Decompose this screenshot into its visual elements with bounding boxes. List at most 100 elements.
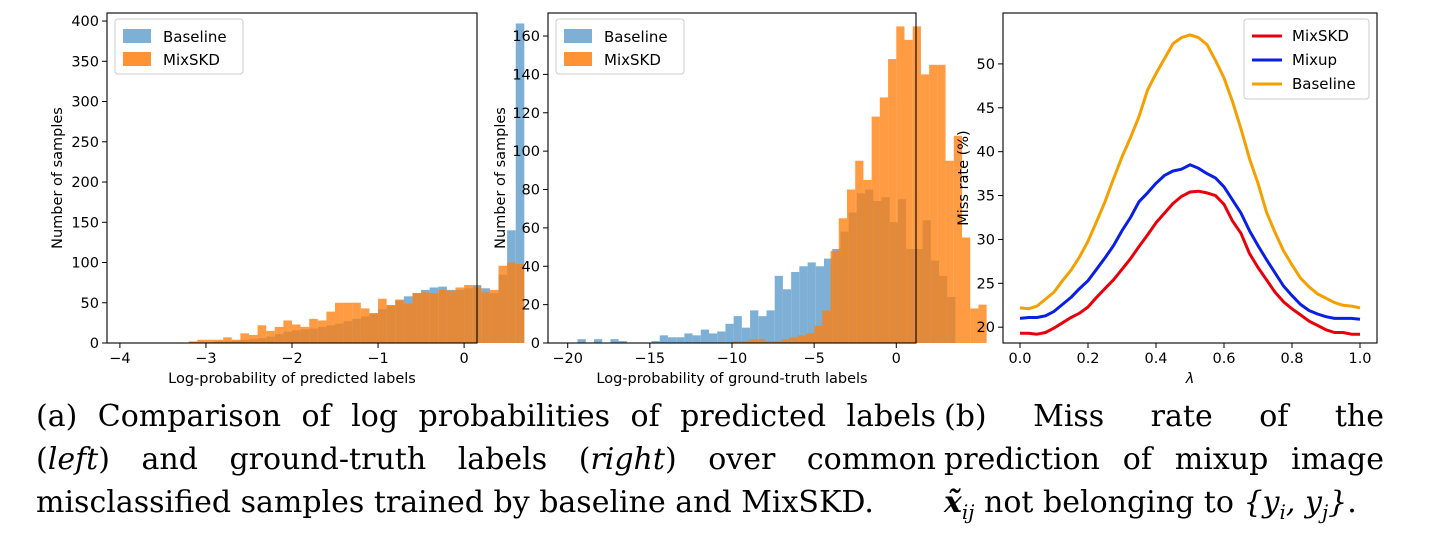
line-mixskd (1020, 189, 1360, 336)
bar (912, 26, 921, 343)
x-tick-label: −5 (803, 351, 824, 367)
bar (498, 265, 508, 343)
bar (489, 289, 499, 343)
caption-b-math-mixup-image: x̃ij (944, 485, 975, 524)
bar (684, 333, 693, 343)
caption-b-text-2: not belonging to (974, 485, 1244, 520)
bar (782, 289, 792, 343)
y-tick-label: 0 (531, 336, 540, 352)
y-tick-label: 400 (71, 14, 99, 30)
bar (429, 293, 439, 343)
bar (740, 341, 749, 343)
legend-swatch (564, 29, 592, 43)
bar (283, 320, 292, 343)
y-tick-label: 50 (81, 296, 99, 312)
bar (756, 339, 765, 343)
bar (446, 290, 456, 343)
y-tick-label: 160 (512, 29, 540, 45)
y-tick-label: 80 (522, 183, 540, 199)
bar (879, 97, 889, 343)
bar (945, 160, 954, 343)
bar (748, 339, 757, 343)
bar (676, 337, 685, 343)
bar (781, 339, 790, 343)
y-tick-label: 45 (977, 101, 995, 117)
bar (326, 311, 336, 343)
chart-miss-rate: 0.0 0.2 0.4 0.6 0.8 1.0 20 25 30 35 40 45 50 λ Miss ra… (956, 12, 1378, 387)
bar (717, 331, 726, 343)
bar (577, 339, 586, 343)
y-tick-label: 200 (71, 175, 99, 191)
bar (888, 59, 897, 344)
bar (395, 299, 404, 343)
legend-swatch (123, 52, 151, 66)
bar (317, 320, 327, 343)
caption-a-text-1: (a) Comparison of log probabilities of p… (36, 399, 936, 477)
caption-b: (b) Miss rate of the prediction of mixup… (944, 395, 1384, 534)
legend-label: Baseline (604, 28, 668, 46)
bar (610, 339, 619, 343)
bar (733, 316, 742, 343)
bar (797, 335, 806, 343)
bar (814, 325, 823, 343)
y-tick-label: 50 (977, 57, 995, 73)
caption-b-text-1: (b) Miss rate of the prediction of mixup… (944, 399, 1384, 477)
bar (266, 330, 275, 343)
legend: Baseline MixSKD (114, 18, 244, 75)
bar (904, 39, 913, 343)
x-tick-label: −4 (109, 351, 130, 367)
y-tick-label: 150 (71, 215, 99, 231)
bar (309, 318, 318, 343)
bar (822, 310, 831, 343)
bar (929, 64, 938, 344)
bar (455, 287, 465, 343)
bar (214, 339, 224, 343)
bar (515, 23, 525, 344)
bar (815, 266, 824, 343)
y-axis-label: Number of samples (50, 107, 66, 249)
y-tick-label: 0 (90, 336, 99, 352)
bar (830, 250, 839, 343)
bar (871, 116, 880, 344)
y-tick-label: 100 (71, 256, 99, 272)
series-mixskd (188, 262, 525, 343)
bar (863, 179, 872, 343)
bar (300, 326, 310, 343)
y-tick-label: 30 (977, 232, 995, 248)
x-tick-label: 1.0 (1348, 351, 1371, 367)
y-tick-label: 140 (512, 67, 540, 83)
legend-label: MixSKD (163, 51, 220, 69)
x-tick-label: 0.4 (1144, 351, 1167, 367)
legend-label: MixSKD (604, 51, 661, 69)
bar (197, 339, 206, 343)
chart-groundtruth-label-logprob: −20 −15 −10 −5 0 0 20 40 60 80 100 120 140 160 Log-pro… (493, 12, 987, 387)
x-axis-label: Log-probability of ground-truth labels (596, 371, 867, 387)
bar (378, 298, 387, 343)
bar (515, 264, 525, 343)
bar (335, 302, 344, 343)
caption-a-left: left (47, 442, 99, 477)
plot-frame (1002, 12, 1378, 344)
caption-b-text-3: . (1347, 485, 1357, 520)
bar (962, 237, 971, 343)
bar (791, 272, 800, 343)
x-axis-label: Log-probability of predicted labels (168, 371, 416, 387)
legend-box (1243, 18, 1370, 100)
bar (438, 289, 447, 343)
bar (403, 303, 413, 343)
x-tick-label: 0 (459, 351, 468, 367)
caption-a-right: right (590, 442, 665, 477)
bar (240, 333, 249, 343)
y-tick-label: 100 (512, 144, 540, 160)
bar (774, 275, 783, 343)
x-axis-label: λ (1185, 371, 1195, 387)
y-tick-label: 250 (71, 135, 99, 151)
y-axis-label: Number of samples (493, 107, 509, 249)
caption-a-text-2: ) and ground-truth labels ( (98, 442, 591, 477)
y-tick-label: 25 (977, 276, 995, 292)
bar (594, 339, 603, 343)
x-tick-label: −10 (717, 351, 748, 367)
bar (824, 258, 833, 343)
y-tick-label: 120 (512, 106, 540, 122)
x-tick-label: −20 (552, 351, 583, 367)
